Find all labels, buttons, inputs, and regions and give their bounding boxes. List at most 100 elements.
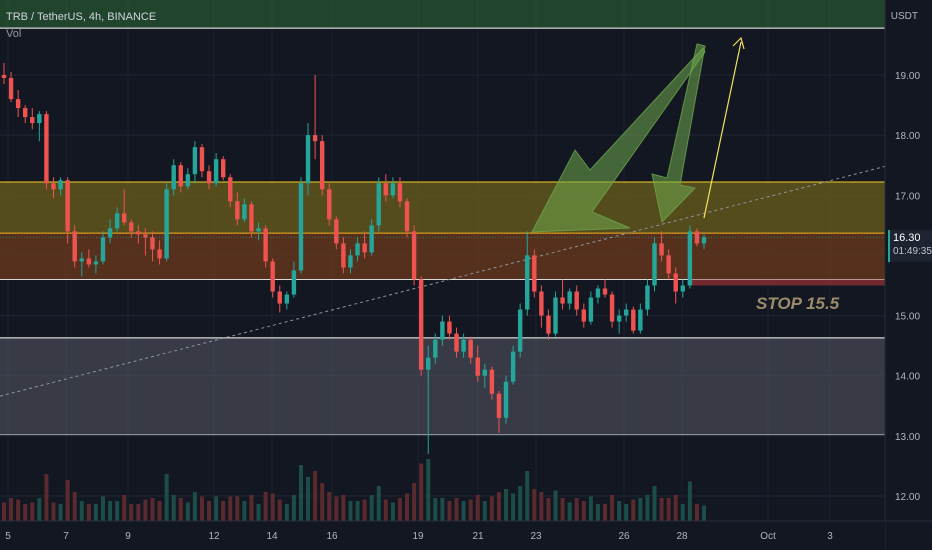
volume-bar: [426, 459, 431, 521]
volume-bar: [270, 493, 275, 521]
volume-bar: [30, 502, 35, 521]
candle-body: [397, 183, 403, 202]
volume-bar: [320, 483, 325, 521]
candle-body: [532, 255, 537, 292]
volume-bar: [673, 495, 678, 521]
volume-bar: [313, 471, 318, 521]
volume-bar: [65, 480, 70, 521]
candle-body: [220, 159, 226, 178]
time-axis: [0, 521, 885, 550]
volume-bar: [694, 504, 699, 521]
candle-body: [390, 183, 396, 196]
candle-body: [327, 189, 332, 220]
volume-bar: [532, 489, 537, 521]
volume-bar: [702, 505, 706, 521]
candle-body: [213, 159, 219, 184]
volume-bar: [235, 496, 240, 521]
volume-bar: [72, 492, 77, 521]
x-tick-label: 14: [266, 531, 278, 542]
volume-bar: [2, 502, 6, 521]
candle-body: [468, 339, 473, 358]
candle-body: [588, 297, 594, 322]
volume-bar: [164, 474, 169, 521]
candle-body: [199, 147, 205, 172]
volume-bar: [447, 501, 452, 521]
volume-bar: [256, 504, 261, 521]
candle-body: [652, 243, 657, 286]
volume-bar: [518, 486, 523, 521]
candle-body: [475, 357, 480, 376]
volume-bar: [277, 499, 282, 521]
volume-bar: [23, 504, 28, 521]
arrow-left: [531, 47, 706, 233]
volume-bar: [37, 498, 42, 521]
volume-bar: [680, 504, 685, 521]
candle-body: [341, 243, 346, 268]
candle-body: [404, 201, 410, 232]
candle-body: [235, 201, 240, 220]
candle-body: [44, 114, 49, 184]
volume-bar: [390, 502, 395, 521]
candle-body: [638, 309, 643, 331]
candle-body: [369, 225, 374, 253]
volume-bar: [298, 465, 303, 521]
volume-bar: [666, 498, 671, 521]
volume-bar: [475, 495, 480, 521]
volume-bar: [115, 501, 120, 521]
x-tick-label: Oct: [760, 531, 776, 542]
volume-bar: [341, 495, 346, 521]
volume-bar: [178, 498, 183, 521]
candle-body: [433, 339, 438, 358]
volume-bar: [461, 501, 466, 521]
candle-body: [129, 222, 134, 232]
candle-body: [666, 255, 671, 274]
candle-body: [560, 297, 565, 304]
zone-resistance-lower: [0, 233, 885, 280]
volume-bar: [588, 496, 593, 521]
candle-body: [659, 243, 664, 256]
x-tick-label: 28: [676, 531, 688, 542]
candle-body: [228, 177, 233, 202]
stop-band: [688, 279, 885, 286]
candle-body: [454, 333, 459, 352]
candle-body: [291, 270, 297, 295]
zone-top: [0, 0, 885, 29]
volume-bar: [44, 474, 49, 521]
volume-bar: [362, 499, 367, 521]
volume-bar: [263, 492, 268, 521]
candle-body: [263, 228, 268, 262]
candle-body: [93, 261, 99, 265]
x-tick-label: 7: [63, 531, 69, 542]
candle-body: [680, 285, 685, 292]
candle-body: [362, 243, 367, 253]
volume-bar: [214, 496, 219, 521]
volume-bar: [9, 498, 14, 521]
y-tick-label: 17.00: [895, 191, 920, 202]
candle-body: [256, 228, 261, 232]
volume-bar: [645, 495, 650, 521]
x-tick-label: 19: [412, 531, 424, 542]
volume-bar: [560, 498, 565, 521]
x-tick-label: 21: [472, 531, 484, 542]
candle-body: [114, 213, 120, 229]
candle-body: [15, 99, 21, 109]
volume-bar: [108, 501, 113, 521]
candle-body: [79, 258, 84, 262]
volume-bar: [171, 495, 176, 521]
volume-bar: [567, 502, 572, 521]
x-tick-label: 16: [326, 531, 338, 542]
x-tick-label: 12: [208, 531, 220, 542]
last-price-tag: 16.30 01:49:35: [888, 230, 932, 262]
volume-bar: [603, 504, 608, 521]
volume-bar: [221, 501, 226, 521]
candle-body: [503, 381, 509, 418]
candle-body: [157, 249, 162, 259]
volume-label: Vol: [6, 28, 22, 40]
candle-body: [595, 288, 601, 298]
candle-body: [192, 147, 198, 175]
candle-body: [136, 231, 141, 235]
projection-arrowhead: [732, 36, 745, 50]
volume-bar: [86, 504, 91, 521]
candle-body: [525, 255, 530, 310]
